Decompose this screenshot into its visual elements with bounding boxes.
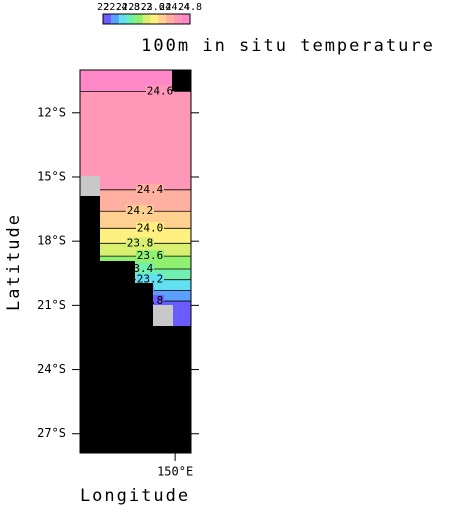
- colorbar-tick-label: 22.8: [116, 2, 140, 13]
- x-tick-label: 150°E: [157, 465, 193, 479]
- colorbar-tick-label: 23.6: [141, 2, 165, 13]
- colorbar-swatch: [174, 14, 183, 24]
- y-tick-label: 21°S: [37, 298, 66, 312]
- plot-frame: [79, 69, 192, 454]
- contour-label: 23.2: [137, 273, 164, 286]
- colorbar-swatch: [166, 14, 175, 24]
- contour-label-bg: [136, 183, 164, 196]
- y-axis-label: Latitude: [4, 213, 24, 311]
- colorbar-tick-label: 23.2: [128, 2, 152, 13]
- contour-label: 24.0: [137, 221, 164, 234]
- colorbar-swatch: [134, 14, 144, 24]
- contour-label-bg: [126, 237, 154, 250]
- chart-title: 100m in situ temperature: [141, 36, 435, 56]
- land-mask: [80, 196, 100, 453]
- colorbar-swatch: [142, 14, 151, 24]
- contour-label-bg: [136, 222, 164, 235]
- y-tick-label: 27°S: [37, 426, 66, 440]
- contour-label: 24.4: [137, 183, 164, 196]
- colorbar-swatch: [103, 14, 112, 24]
- contour-label: 23.8: [127, 236, 154, 249]
- colorbar-swatch: [158, 14, 167, 24]
- colorbar-frame: [102, 13, 191, 25]
- contour-label-bg: [136, 273, 164, 286]
- colorbar-tick-label: 22: [97, 2, 109, 13]
- contour-label: 24.6: [147, 84, 174, 97]
- contour-label-bg: [136, 250, 164, 263]
- contour-label: 23.6: [137, 249, 164, 262]
- land-mask: [135, 283, 153, 453]
- colorbar-tick-label: 24.8: [178, 2, 202, 13]
- land-mask: [172, 70, 191, 91]
- land-mask: [153, 326, 191, 453]
- colorbar-tick-label: 24.4: [166, 2, 190, 13]
- contour-label: 24.2: [127, 204, 154, 217]
- colorbar-swatch: [118, 14, 128, 24]
- y-tick-label: 24°S: [37, 362, 66, 376]
- color-band: [80, 91, 191, 190]
- x-axis-label: Longitude: [80, 486, 190, 506]
- colorbar-swatch: [110, 14, 120, 24]
- contour-label-bg: [146, 85, 174, 98]
- colorbar-swatch: [150, 14, 159, 24]
- colorbar-swatch: [182, 14, 191, 24]
- colorbar-tick-label: 24: [159, 2, 171, 13]
- contour-label-bg: [126, 205, 154, 218]
- land-mask: [100, 261, 135, 453]
- missing-data: [153, 305, 173, 326]
- land: [80, 70, 191, 453]
- y-tick-label: 18°S: [37, 234, 66, 248]
- colorbar-swatch: [126, 14, 136, 24]
- y-tick-label: 12°S: [37, 105, 66, 119]
- missing-data: [80, 176, 100, 196]
- colorbar-tick-label: 22.4: [103, 2, 127, 13]
- y-tick-label: 15°S: [37, 169, 66, 183]
